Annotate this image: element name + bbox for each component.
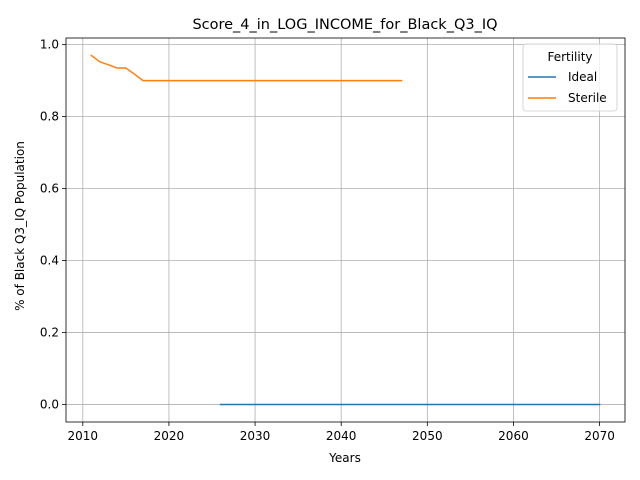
x-axis-label: Years: [328, 451, 361, 465]
series-line-sterile: [90, 54, 403, 82]
y-axis-label: % of Black Q3_IQ Population: [13, 141, 27, 311]
chart-title: Score_4_in_LOG_INCOME_for_Black_Q3_IQ: [192, 17, 497, 33]
legend-title: Fertility: [547, 50, 592, 64]
y-tick-label: 0.2: [40, 326, 59, 340]
y-tick-label: 0.0: [40, 398, 59, 412]
y-tick-label: 0.8: [40, 110, 59, 124]
y-tick-label: 1.0: [40, 38, 59, 52]
x-tick-label: 2050: [412, 429, 443, 443]
series-lines: [90, 54, 601, 406]
x-tick-label: 2030: [240, 429, 271, 443]
y-axis: 0.0 0.2 0.4 0.6 0.8 1.0: [40, 38, 66, 412]
x-tick-label: 2040: [326, 429, 357, 443]
y-tick-label: 0.4: [40, 254, 59, 268]
x-tick-label: 2010: [68, 429, 99, 443]
plot-frame: [65, 37, 626, 423]
y-tick-label: 0.6: [40, 182, 59, 196]
legend-label-sterile: Sterile: [568, 91, 607, 105]
x-tick-label: 2070: [584, 429, 615, 443]
x-tick-label: 2020: [154, 429, 185, 443]
legend-label-ideal: Ideal: [568, 70, 597, 84]
x-tick-label: 2060: [498, 429, 529, 443]
x-axis: 2010 2020 2030 2040 2050 2060 2070: [68, 422, 615, 443]
legend: Fertility Ideal Sterile: [522, 43, 618, 112]
legend-box: [522, 43, 618, 112]
